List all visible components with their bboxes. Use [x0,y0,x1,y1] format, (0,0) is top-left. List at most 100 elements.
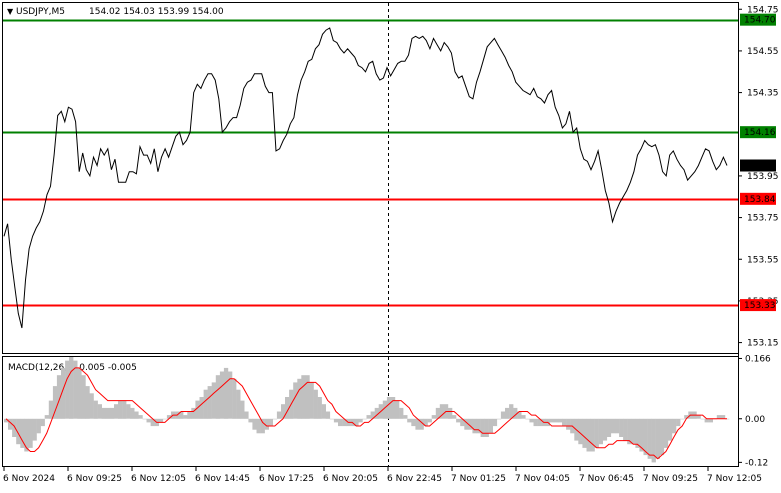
macd-bar-171 [700,418,705,420]
macd-bar-17 [73,360,78,419]
macd-bar-149 [610,418,616,434]
macd-bar-12 [52,386,58,419]
macd-bar-152 [623,418,628,441]
macd-bar-89 [366,415,371,419]
time-tick-label-1: 6 Nov 09:25 [67,474,122,484]
time-tick-label-5: 6 Nov 20:05 [323,474,378,484]
macd-bar-16 [69,357,74,419]
macd-bar-31 [130,407,135,419]
macd-bar-52 [215,375,221,419]
macd-bar-46 [191,407,196,419]
macd-bar-60 [248,418,253,423]
macd-bar-94 [386,397,392,419]
macd-bar-24 [101,407,106,419]
current-price-label: 154.00 [744,162,776,172]
macd-bar-7 [32,418,37,441]
macd-bar-165 [676,418,681,427]
macd-bar-123 [505,407,510,419]
macd-bar-67 [276,411,282,419]
level-label-3: 153.33 [744,301,776,311]
macd-bar-128 [525,418,530,420]
macd-bar-86 [354,418,359,427]
macd-bar-4 [20,418,25,448]
macd-bar-107 [439,404,445,419]
macd-bar-87 [358,418,363,423]
macd-bar-18 [77,367,82,419]
macd-bar-1 [8,418,13,430]
macd-bar-97 [399,407,404,419]
macd-bar-59 [244,411,249,419]
level-label-0: 154.70 [744,16,776,26]
macd-bar-135 [553,418,559,423]
macd-bar-114 [468,418,473,430]
macd-bar-155 [635,418,640,448]
macd-bar-167 [684,415,689,419]
price-axis-ticks: 154.75 154.55 154.35 153.95 153.75 153.55 153.… [738,5,779,349]
level-label-1: 154.16 [744,128,776,138]
macd-bar-147 [602,418,608,441]
macd-bar-54 [223,367,229,419]
macd-bar-21 [89,393,94,419]
macd-bar-50 [207,386,212,419]
macd-bar-62 [256,418,261,434]
macd-bar-11 [48,400,54,419]
macd-bar-64 [264,418,269,430]
macd-bar-154 [631,418,636,445]
macd-bar-29 [122,400,127,419]
macd-bar-118 [484,418,489,437]
macd-bar-15 [65,360,70,419]
price-line [3,27,728,329]
price-level-labels: 154.70 154.16 153.84 153.33 154.00 [740,13,776,312]
macd-bar-8 [36,418,41,434]
macd-bar-95 [390,397,396,419]
macd-tick-label-0: 0.166 [745,354,771,364]
macd-bar-77 [317,397,322,419]
macd-bar-141 [578,418,583,445]
macd-bar-91 [374,407,379,419]
macd-bar-96 [395,400,400,419]
macd-bar-26 [109,407,115,419]
macd-bar-75 [309,382,314,419]
macd-bar-164 [672,418,677,434]
macd-bar-90 [370,411,375,419]
macd-bar-55 [228,371,233,419]
macd-bar-69 [285,397,290,419]
macd-bar-160 [655,418,660,459]
macd-bar-102 [419,418,424,430]
macd-bar-104 [427,418,432,423]
macd-tick-label-1: 0.00 [745,415,765,425]
macd-bar-173 [708,418,713,423]
macd-bar-13 [56,375,62,419]
macd-signal-series [5,367,727,460]
macd-bar-33 [138,415,143,419]
macd-bar-22 [93,400,98,419]
macd-bar-2 [12,418,17,437]
macd-bar-79 [325,411,331,419]
macd-bar-100 [411,418,416,427]
macd-bar-137 [562,418,567,427]
macd-bar-161 [659,418,665,456]
macd-bar-103 [423,418,428,427]
macd-bar-101 [415,418,420,430]
macd-bar-39 [162,418,168,420]
macd-bar-109 [448,407,453,419]
macd-bar-36 [150,418,155,427]
macd-bar-27 [114,404,119,419]
macd-bar-68 [281,404,286,419]
macd-bar-73 [301,375,306,419]
macd-bar-115 [472,418,477,434]
macd-bar-40 [166,415,172,419]
macd-bar-80 [329,418,335,420]
macd-bar-38 [158,418,164,423]
collapse-triangle-icon[interactable]: ▼ [7,7,14,16]
macd-bar-163 [667,418,673,441]
macd-bar-110 [452,415,457,419]
macd-bar-148 [606,418,612,437]
macd-bar-172 [704,418,709,423]
macd-bar-47 [195,400,200,419]
macd-bar-98 [403,415,408,419]
time-axis-ticks: 6 Nov 2024 6 Nov 09:25 6 Nov 12:05 6 Nov 14… [3,467,762,484]
price-series [3,27,728,329]
